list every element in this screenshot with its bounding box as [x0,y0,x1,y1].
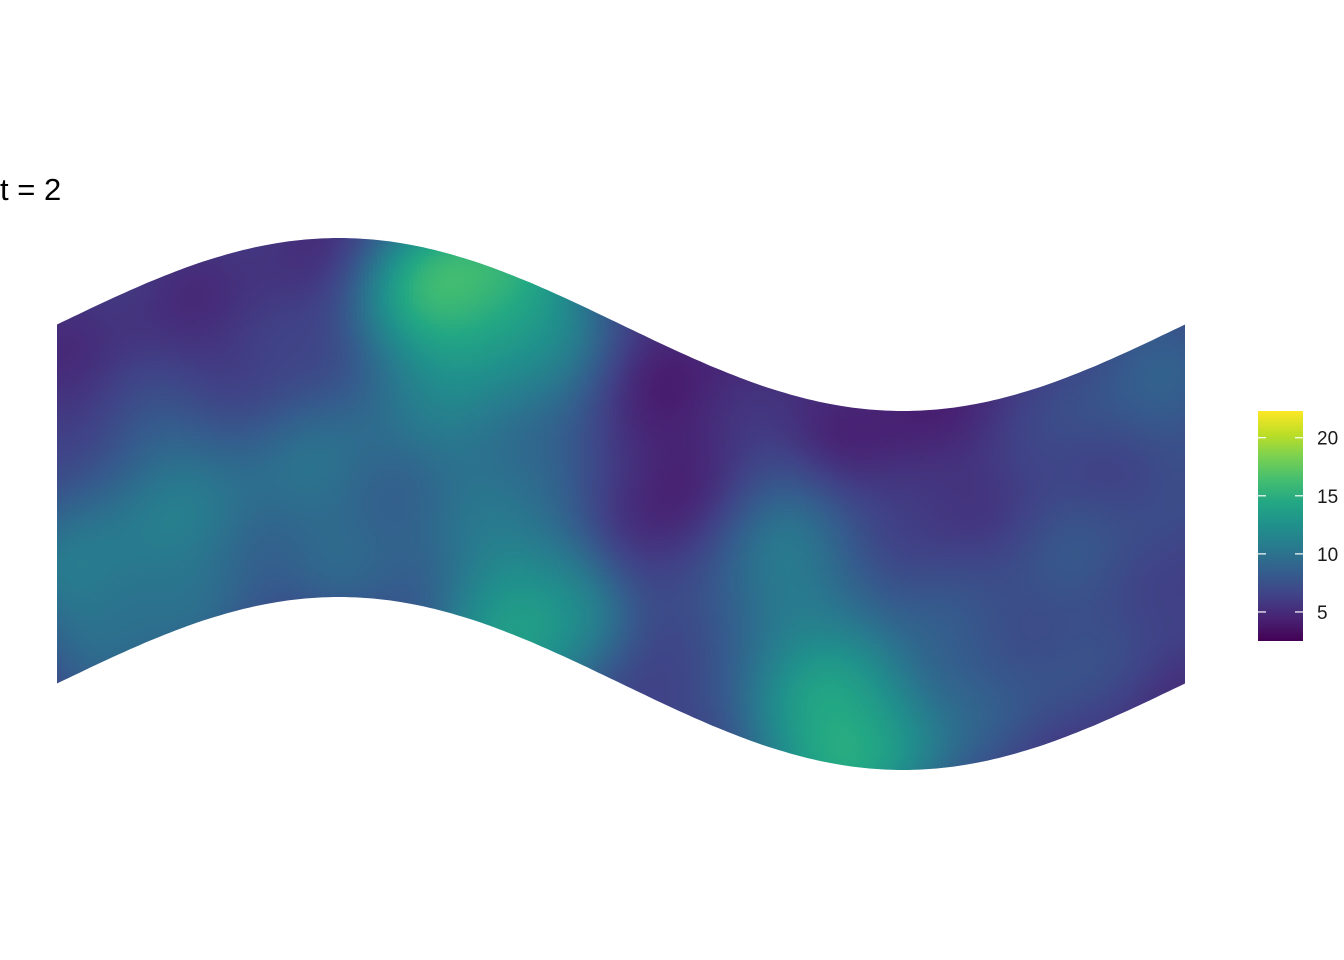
colorbar-tick-label: 20 [1317,429,1338,450]
colorbar-legend: 5 10 15 20 [1258,411,1338,641]
colorbar-tick-label: 15 [1317,487,1338,508]
colorbar-tick-label: 10 [1317,545,1338,566]
panel-title: t = 2 [0,172,61,207]
colorbar-ticks: 5 10 15 20 [1258,429,1338,624]
colorbar-gradient [1258,411,1303,641]
colorbar-tick-label: 5 [1317,603,1328,624]
